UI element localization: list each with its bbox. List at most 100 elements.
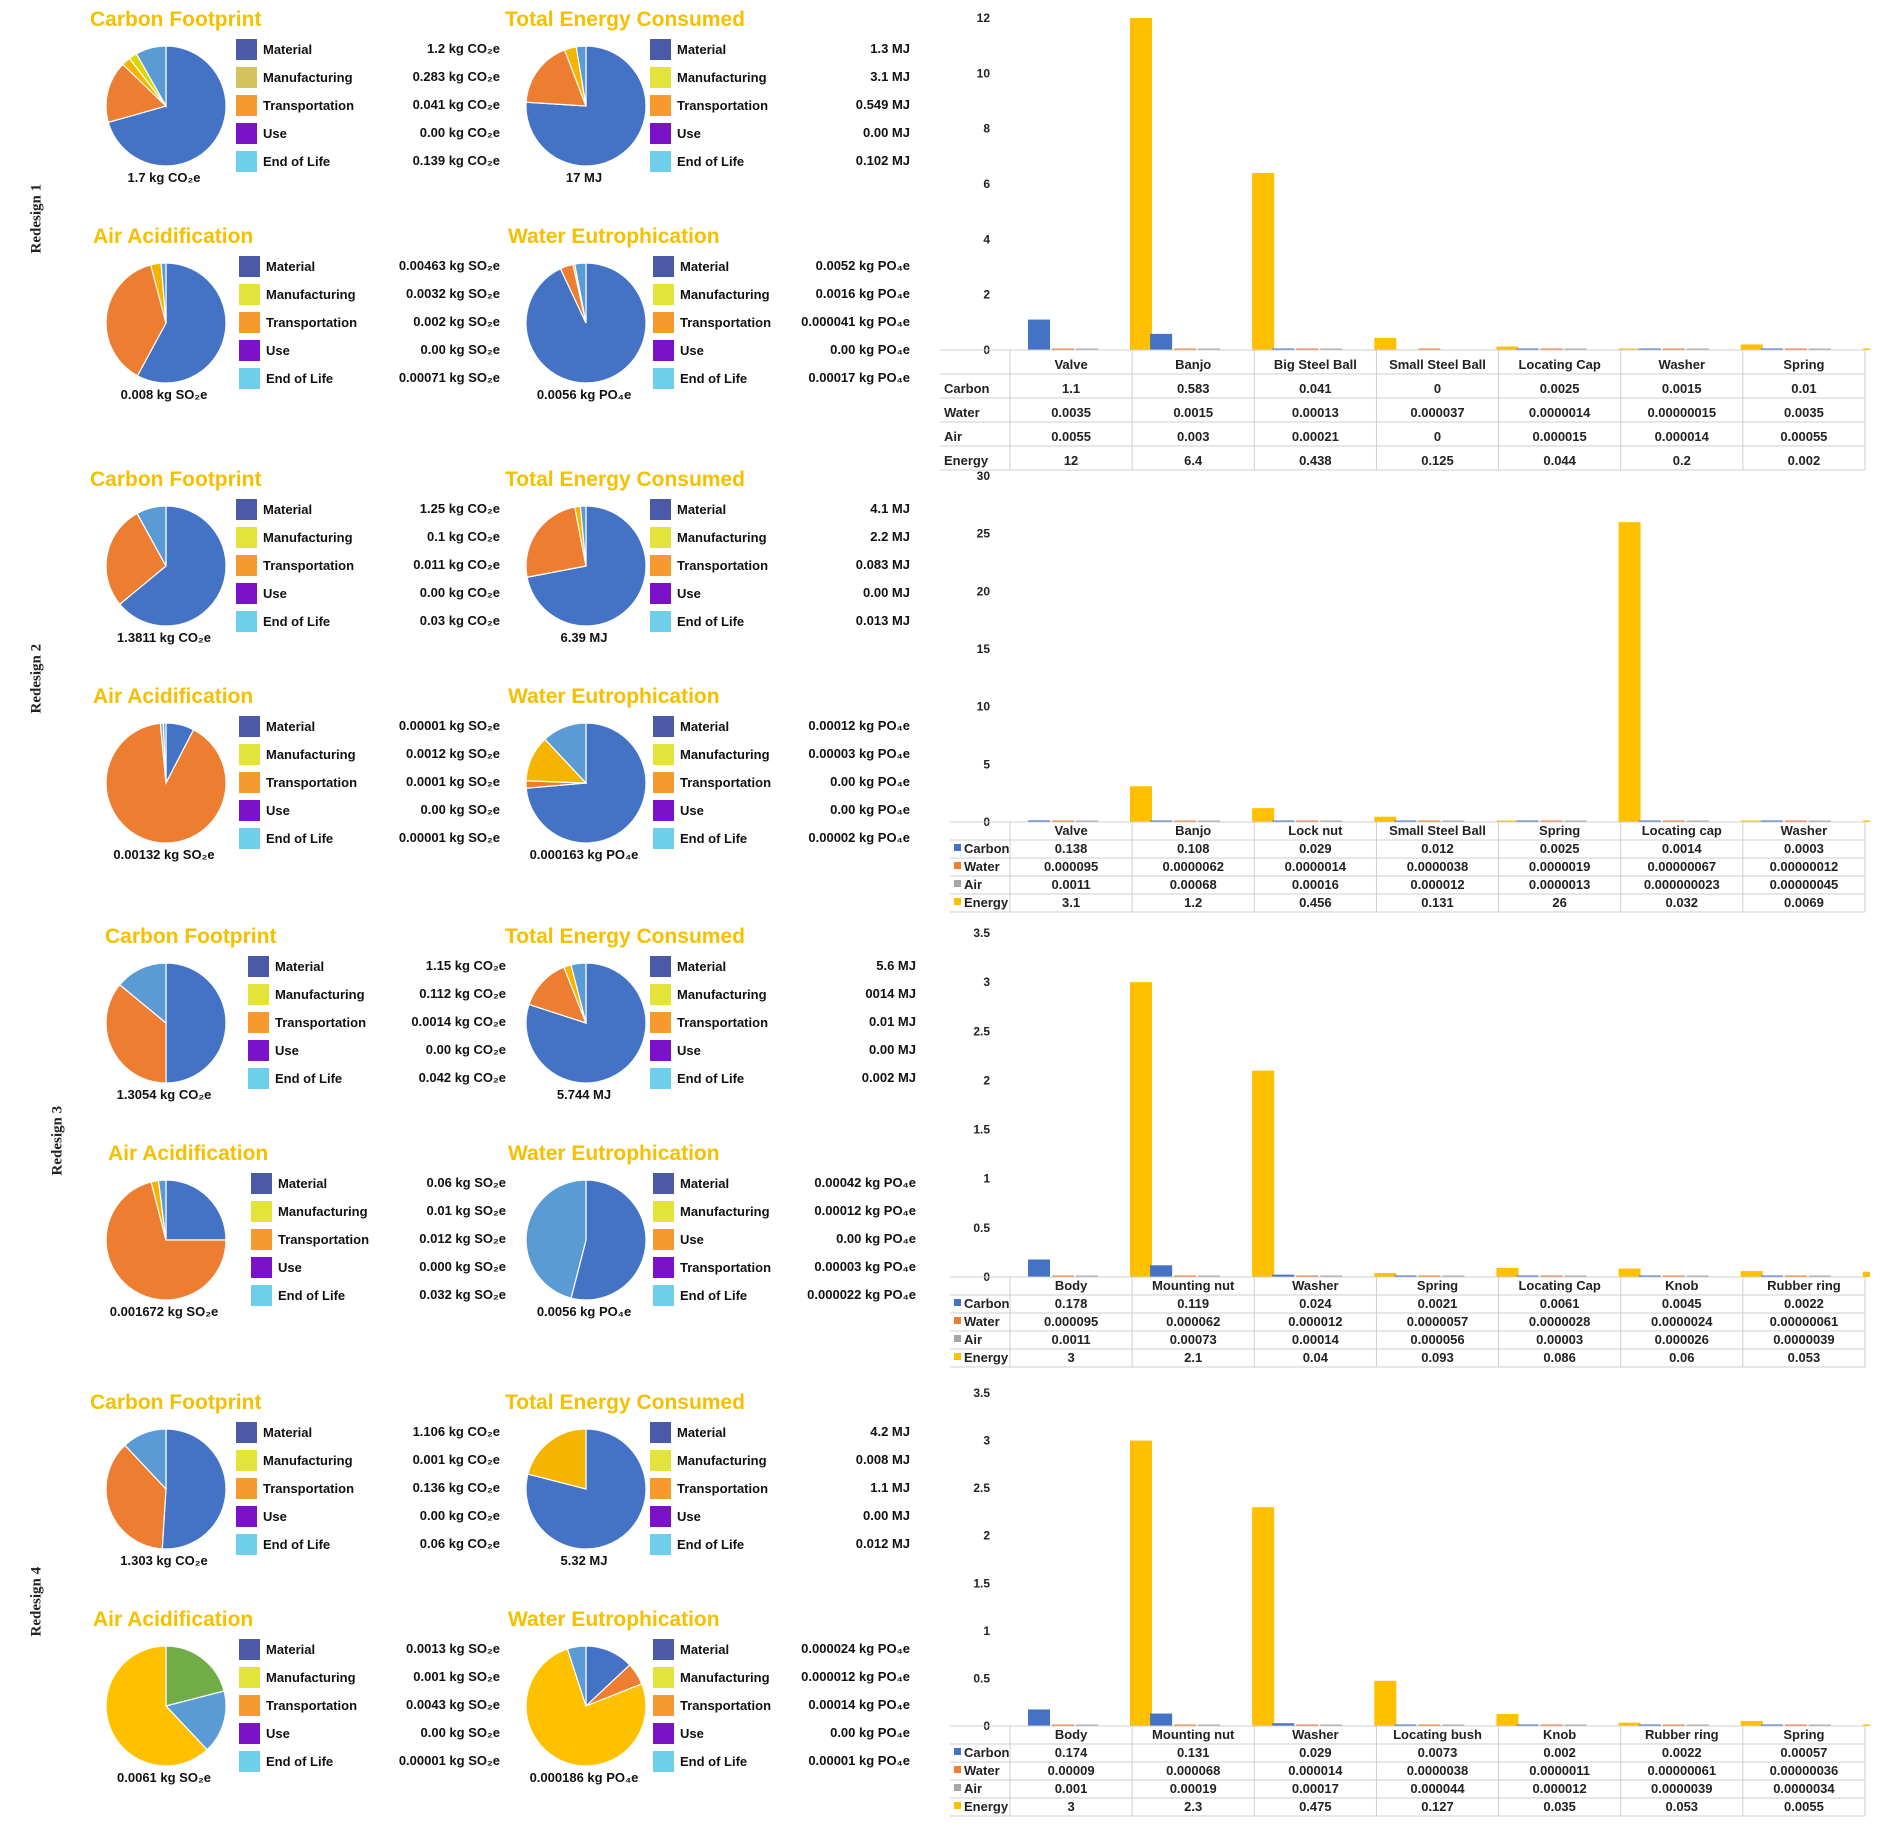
r2-total-energy-consumed-value-4: 0.013 MJ: [855, 613, 910, 628]
bar-2-air-2: [1320, 820, 1343, 822]
table-4-cell-2-5: 0.0000039: [1651, 1781, 1712, 1796]
table-1-cell-0-0: 1.1: [1062, 381, 1080, 396]
r1-carbon-footprint-value-2: 0.041 kg CO₂e: [412, 97, 500, 112]
r1-water-eutrophication-total: 0.0056 kg PO₄e: [536, 387, 632, 402]
table-4-cell-0-5: 0.0022: [1662, 1745, 1702, 1760]
table-3-cell-0-5: 0.0045: [1662, 1296, 1702, 1311]
r2-carbon-footprint-legend-3: Use: [236, 582, 287, 604]
r2-carbon-footprint-pie: [105, 505, 227, 627]
bar-4-carbon-0: [1028, 1709, 1050, 1726]
r2-total-energy-consumed-legend-label-4: End of Life: [677, 613, 745, 629]
table-4-cell-0-3: 0.0073: [1418, 1745, 1458, 1760]
table-2-cell-0-1: 0.108: [1177, 841, 1210, 856]
r2-water-eutrophication-legend-swatch-0: [653, 715, 674, 737]
r1-carbon-footprint-title: Carbon Footprint: [90, 8, 262, 31]
table-3-cell-1-0: 0.000095: [1044, 1314, 1098, 1329]
r4-total-energy-consumed-value-2: 1.1 MJ: [870, 1480, 910, 1495]
bar-3-water-5: [1662, 1275, 1685, 1277]
r2-total-energy-consumed-legend-swatch-1: [650, 526, 671, 548]
r1-carbon-footprint-legend-1: Manufacturing: [236, 66, 353, 88]
r1-carbon-footprint-value-1: 0.283 kg CO₂e: [412, 69, 500, 84]
r1-carbon-footprint-legend-label-1: Manufacturing: [263, 69, 353, 85]
r4-carbon-footprint-total: 1.303 kg CO₂e: [120, 1553, 208, 1568]
table-1-cell-2-3: 0: [1434, 429, 1441, 444]
r1-air-acidification-legend-label-3: Use: [266, 342, 290, 358]
table-4-series-2: Air: [964, 1781, 982, 1796]
r2-total-energy-consumed-legend-swatch-4: [650, 610, 671, 632]
r3-air-acidification-legend-2: Transportation: [251, 1228, 369, 1250]
bar-chart-2-ytick-2: 10: [977, 700, 991, 714]
bar-1-water-5: [1662, 348, 1685, 350]
table-3-cell-2-3: 0.000056: [1410, 1332, 1464, 1347]
r4-water-eutrophication-legend-swatch-3: [653, 1722, 674, 1744]
r4-air-acidification-legend-swatch-3: [239, 1722, 260, 1744]
r2-air-acidification-legend-label-3: Use: [266, 802, 290, 818]
table-3-series-1: Water: [964, 1314, 1000, 1329]
r2-carbon-footprint-legend-swatch-3: [236, 582, 257, 604]
r3-water-eutrophication-legend-label-1: Manufacturing: [680, 1203, 770, 1219]
r4-carbon-footprint-value-1: 0.001 kg CO₂e: [412, 1452, 500, 1467]
bar-chart-4-category-2: Washer: [1292, 1727, 1338, 1742]
r3-air-acidification-slice-1: [105, 1181, 227, 1301]
table-2-cell-2-2: 0.00016: [1292, 877, 1339, 892]
r2-water-eutrophication-slice-3: [544, 722, 587, 785]
r4-total-energy-consumed-value-3: 0.00 MJ: [863, 1508, 910, 1523]
r2-water-eutrophication-legend-3: Use: [653, 799, 704, 821]
table-4-cell-1-2: 0.000014: [1288, 1763, 1343, 1778]
r2-water-eutrophication-value-0: 0.00012 kg PO₄e: [808, 718, 910, 733]
bar-1-air-1: [1198, 348, 1221, 350]
r4-carbon-footprint-legend-swatch-2: [236, 1477, 257, 1499]
table-4-cell-3-2: 0.475: [1299, 1799, 1332, 1814]
r4-air-acidification-slice-0: [165, 1645, 225, 1707]
r4-total-energy-consumed-value-4: 0.012 MJ: [855, 1536, 910, 1551]
r4-carbon-footprint-value-2: 0.136 kg CO₂e: [412, 1480, 500, 1495]
r3-air-acidification-legend-4: End of Life: [251, 1284, 345, 1306]
bar-3-energy-6: [1862, 1271, 1870, 1277]
table-3-cell-0-4: 0.0061: [1540, 1296, 1580, 1311]
table-4-cell-3-5: 0.053: [1666, 1799, 1699, 1814]
bar-chart-2-ytick-3: 15: [977, 642, 991, 656]
r1-carbon-footprint-legend-swatch-0: [236, 38, 257, 60]
r4-air-acidification-pie: [105, 1645, 227, 1767]
r1-total-energy-consumed-legend-swatch-3: [650, 122, 671, 144]
r3-water-eutrophication-value-1: 0.00012 kg PO₄e: [814, 1203, 916, 1218]
bar-chart-1-category-2: Big Steel Ball: [1274, 357, 1357, 372]
r3-water-eutrophication-legend-swatch-3: [653, 1256, 674, 1278]
r3-carbon-footprint-legend-label-4: End of Life: [275, 1070, 343, 1086]
r4-air-acidification-legend-2: Transportation: [239, 1694, 357, 1716]
r1-air-acidification-value-3: 0.00 kg SO₂e: [420, 342, 501, 357]
r4-carbon-footprint-legend-4: End of Life: [236, 1533, 330, 1555]
r2-total-energy-consumed-value-1: 2.2 MJ: [870, 529, 910, 544]
bar-chart-1-category-4: Locating Cap: [1518, 357, 1600, 372]
bar-1-air-2: [1320, 348, 1343, 350]
r4-air-acidification-legend-3: Use: [239, 1722, 290, 1744]
r1-water-eutrophication-legend-4: End of Life: [653, 367, 747, 389]
r2-water-eutrophication-legend-2: Transportation: [653, 771, 771, 793]
table-1-cell-2-1: 0.003: [1177, 429, 1210, 444]
table-3-key-2: [954, 1335, 961, 1342]
bar-4-carbon-2: [1272, 1723, 1295, 1726]
r2-air-acidification-legend-swatch-4: [239, 827, 260, 849]
table-4-key-1: [954, 1766, 961, 1773]
r2-air-acidification-legend-3: Use: [239, 799, 290, 821]
table-2-cell-0-2: 0.029: [1299, 841, 1332, 856]
bar-chart-1-category-1: Banjo: [1175, 357, 1211, 372]
table-1-cell-1-5: 0.00000015: [1647, 405, 1716, 420]
bar-3-water-6: [1784, 1275, 1807, 1277]
table-4-cell-0-4: 0.002: [1543, 1745, 1576, 1760]
bar-2-energy-6: [1862, 820, 1870, 822]
r1-carbon-footprint-legend-3: Use: [236, 122, 287, 144]
bar-1-energy-0: [1130, 18, 1152, 350]
bar-2-carbon-4: [1516, 820, 1539, 822]
bar-4-energy-5: [1740, 1720, 1763, 1726]
r2-air-acidification-total: 0.00132 kg SO₂e: [113, 847, 215, 862]
table-2-key-1: [954, 862, 961, 869]
r2-water-eutrophication-legend-swatch-2: [653, 771, 674, 793]
r4-carbon-footprint-legend-0: Material: [236, 1421, 312, 1443]
r4-water-eutrophication-legend-label-2: Transportation: [680, 1697, 772, 1713]
r2-water-eutrophication-total: 0.000163 kg PO₄e: [529, 847, 639, 862]
r1-air-acidification-legend-label-2: Transportation: [266, 314, 358, 330]
bar-2-water-5: [1662, 820, 1685, 822]
r3-water-eutrophication-legend-2: Use: [653, 1228, 704, 1250]
